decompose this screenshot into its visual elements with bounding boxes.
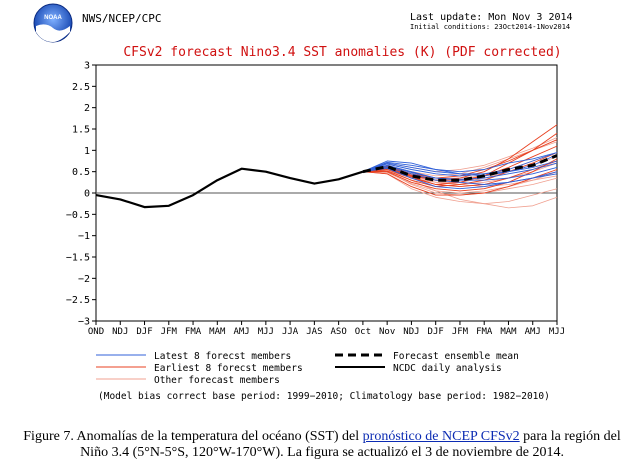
y-tick-label: −3 xyxy=(78,317,90,328)
x-tick-label: FMA xyxy=(185,327,202,337)
x-tick-label: AMJ xyxy=(233,327,249,337)
latest-member-line xyxy=(362,167,558,190)
nino34-forecast-chart: CFSv2 forecast Nino3.4 SST anomalies (K)… xyxy=(66,45,565,402)
noaa-logo: NOAA xyxy=(33,3,73,43)
x-tick-label: JFM xyxy=(161,327,178,337)
last-update-label: Last update: Mon Nov 3 2014 xyxy=(410,12,573,23)
x-tick-label: OND xyxy=(88,327,104,337)
x-tick-label: FMA xyxy=(476,327,493,337)
chart-title: CFSv2 forecast Nino3.4 SST anomalies (K)… xyxy=(123,45,561,60)
observed-line xyxy=(95,167,364,209)
x-tick-label: MAM xyxy=(209,327,226,337)
latest-member-line xyxy=(362,160,558,177)
y-tick-label: −2 xyxy=(78,274,90,285)
cfsv2-forecast-link[interactable]: pronóstico de NCEP CFSv2 xyxy=(362,429,520,444)
latest-member-line xyxy=(362,152,558,175)
x-tick-label: Oct xyxy=(355,327,371,337)
x-tick-label: AMJ xyxy=(525,327,541,337)
x-tick-label: Nov xyxy=(379,327,395,337)
agency-label: NWS/NCEP/CPC xyxy=(82,12,162,25)
figure-caption: Figure 7. Anomalías de la temperatura de… xyxy=(22,429,622,461)
x-tick-label: NDJ xyxy=(112,327,128,337)
caption-suffix: para la región del Niño 3.4 (5°N-5°S, 12… xyxy=(80,429,621,460)
latest-member-line xyxy=(362,152,558,173)
initial-conditions-label: Initial conditions: 23Oct2014-1Nov2014 xyxy=(410,23,571,31)
base-period-note: (Model bias correct base period: 1999−20… xyxy=(98,391,550,402)
y-tick-label: 0.5 xyxy=(72,167,90,178)
x-tick-label: JJA xyxy=(282,327,299,337)
x-tick-label: MJJ xyxy=(549,327,565,337)
y-tick-label: −1.5 xyxy=(66,253,90,264)
ensemble-mean-line xyxy=(362,154,558,182)
x-tick-label: DJF xyxy=(428,327,444,337)
other-member-line xyxy=(362,171,558,196)
y-tick-label: 3 xyxy=(84,61,90,72)
x-tick-label: MAM xyxy=(500,327,517,337)
noaa-logo-text: NOAA xyxy=(44,15,62,21)
other-member-line xyxy=(362,169,558,209)
earliest-member-line xyxy=(362,169,558,196)
y-tick-label: 1 xyxy=(84,146,90,157)
latest-member-line xyxy=(362,164,558,181)
x-tick-label: JAS xyxy=(306,327,322,337)
other-member-line xyxy=(362,171,558,194)
x-tick-label: ASO xyxy=(330,327,346,337)
legend-label-earliest: Earliest 8 forecst members xyxy=(154,363,303,374)
x-tick-label: NDJ xyxy=(403,327,419,337)
y-tick-label: −2.5 xyxy=(66,295,90,306)
earliest-member-line xyxy=(362,152,558,188)
y-tick-label: 0 xyxy=(84,189,90,200)
other-member-line xyxy=(362,171,558,205)
y-tick-label: 1.5 xyxy=(72,125,90,136)
x-tick-label: MJJ xyxy=(258,327,274,337)
legend-label-latest: Latest 8 forecst members xyxy=(154,351,291,362)
y-tick-label: −0.5 xyxy=(66,210,90,221)
legend-label-observed: NCDC daily analysis xyxy=(393,363,502,374)
y-tick-label: 2.5 xyxy=(72,82,90,93)
y-tick-label: 2 xyxy=(84,103,90,114)
legend-label-ensemble: Forecast ensemble mean xyxy=(393,351,519,362)
caption-prefix: Figure 7. Anomalías de la temperatura de… xyxy=(23,429,363,444)
x-tick-label: JFM xyxy=(452,327,469,337)
legend-label-other: Other forecast members xyxy=(154,375,280,386)
y-tick-label: −1 xyxy=(78,231,90,242)
x-tick-label: DJF xyxy=(136,327,152,337)
